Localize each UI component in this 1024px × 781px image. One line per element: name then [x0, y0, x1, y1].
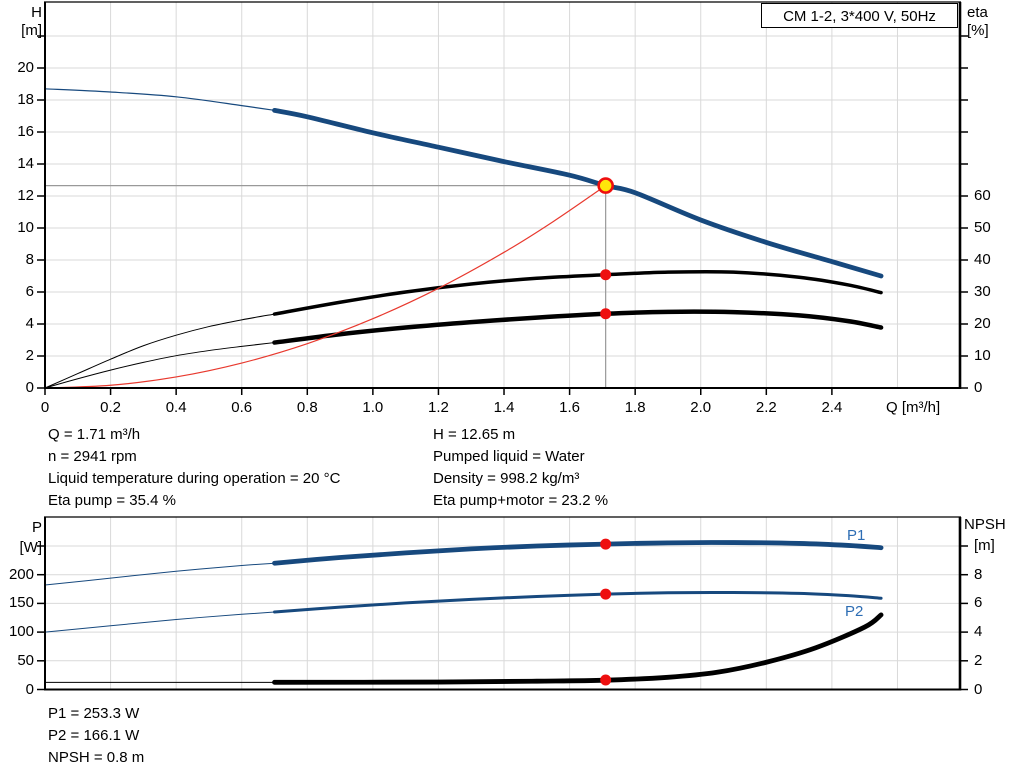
q-tick-label: 1.8	[624, 399, 646, 416]
eta-pump-point	[600, 269, 612, 281]
eta-tick-label: 60	[974, 187, 991, 204]
eta-tick-label: 30	[974, 283, 991, 300]
info-q: Q = 1.71 m³/h	[48, 426, 141, 443]
p2-curve-label: P2	[845, 603, 864, 620]
npsh-tick-label: 2	[974, 651, 983, 669]
npsh-tick-label: 8	[974, 565, 983, 583]
eta-axis-unit: [%]	[967, 22, 989, 39]
npsh-axis-unit: [m]	[974, 537, 995, 554]
info-p2: P2 = 166.1 W	[48, 727, 140, 744]
h-tick-label: 6	[25, 283, 34, 300]
info-eta-total: Eta pump+motor = 23.2 %	[433, 492, 609, 509]
p2-point	[600, 588, 612, 600]
pump-curve-curve	[272, 108, 884, 279]
npsh-point	[600, 674, 612, 686]
p1-lead-curve	[44, 562, 276, 586]
h-tick-label: 10	[17, 219, 34, 236]
h-tick-label: 0	[25, 379, 34, 396]
q-tick-label: 0.2	[100, 399, 121, 416]
h-tick-label: 20	[17, 59, 34, 76]
h-tick-label: 4	[25, 315, 34, 332]
h-axis-title: H	[31, 4, 42, 21]
npsh-axis-title: NPSH	[964, 516, 1006, 533]
q-tick-label: 1.0	[362, 399, 384, 416]
npsh-tick-label: 4	[974, 623, 983, 641]
p2-lead-curve	[44, 611, 276, 633]
p-tick-label: 0	[25, 680, 34, 698]
h-tick-label: 8	[25, 251, 34, 268]
info-density: Density = 998.2 kg/m³	[433, 470, 580, 487]
eta-axis-title: eta	[967, 4, 988, 21]
info-liquid: Pumped liquid = Water	[433, 448, 585, 465]
p-tick-label: 100	[8, 623, 34, 641]
q-tick-label: 0.8	[296, 399, 318, 416]
h-tick-label: 16	[17, 123, 34, 140]
info-speed: n = 2941 rpm	[48, 448, 137, 465]
h-tick-label: 14	[17, 155, 34, 172]
eta-tick-label: 20	[974, 315, 991, 332]
eta-pump-lead-curve	[44, 313, 276, 389]
h-tick-label: 12	[17, 187, 34, 204]
q-tick-label: 1.2	[428, 399, 449, 416]
h-axis-unit: [m]	[21, 22, 42, 39]
p-tick-label: 150	[8, 594, 34, 612]
eta-total-curve	[272, 309, 884, 345]
q-tick-label: 0.6	[231, 399, 253, 416]
p-axis-unit: [W]	[19, 539, 43, 556]
p1-point	[600, 538, 612, 550]
q-tick-label: 2.0	[690, 399, 712, 416]
npsh-curve	[272, 612, 884, 685]
q-tick-label: 1.6	[559, 399, 580, 416]
eta-tick-label: 40	[974, 251, 991, 268]
h-tick-label: 18	[17, 91, 34, 108]
q-tick-label: 0.4	[165, 399, 187, 416]
npsh-tick-label: 6	[974, 594, 983, 612]
p2-curve	[273, 590, 883, 614]
p-tick-label: 50	[17, 651, 34, 669]
eta-tick-label: 50	[974, 219, 991, 236]
system-curve-curve	[44, 185, 607, 389]
q-tick-label: 0	[40, 399, 50, 416]
q-tick-label: 1.4	[493, 399, 515, 416]
q-tick-label: 2.4	[821, 399, 843, 416]
info-p1: P1 = 253.3 W	[48, 705, 140, 722]
duty-point	[597, 177, 614, 194]
info-head: H = 12.65 m	[433, 426, 516, 443]
p1-curve-label: P1	[847, 527, 866, 544]
q-tick-label: 2.2	[755, 399, 777, 416]
eta-tick-label: 10	[974, 347, 991, 364]
p-axis-title: P	[31, 519, 42, 536]
h-tick-label: 2	[25, 347, 34, 364]
eta-total-point	[600, 308, 612, 320]
info-eta-pump: Eta pump = 35.4 %	[48, 492, 176, 509]
eta-total-lead-curve	[44, 342, 276, 389]
npsh-tick-label: 0	[974, 680, 983, 698]
pump-title-box: CM 1-2, 3*400 V, 50Hz	[761, 3, 958, 28]
pump-curve-lead-curve	[44, 88, 276, 111]
info-npsh: NPSH = 0.8 m	[48, 749, 145, 766]
p-tick-label: 200	[8, 565, 34, 583]
q-axis-label: Q [m³/h]	[886, 399, 941, 416]
info-temp: Liquid temperature during operation = 20…	[48, 470, 341, 487]
eta-pump-curve	[272, 269, 883, 316]
eta-tick-label: 0	[974, 379, 983, 396]
